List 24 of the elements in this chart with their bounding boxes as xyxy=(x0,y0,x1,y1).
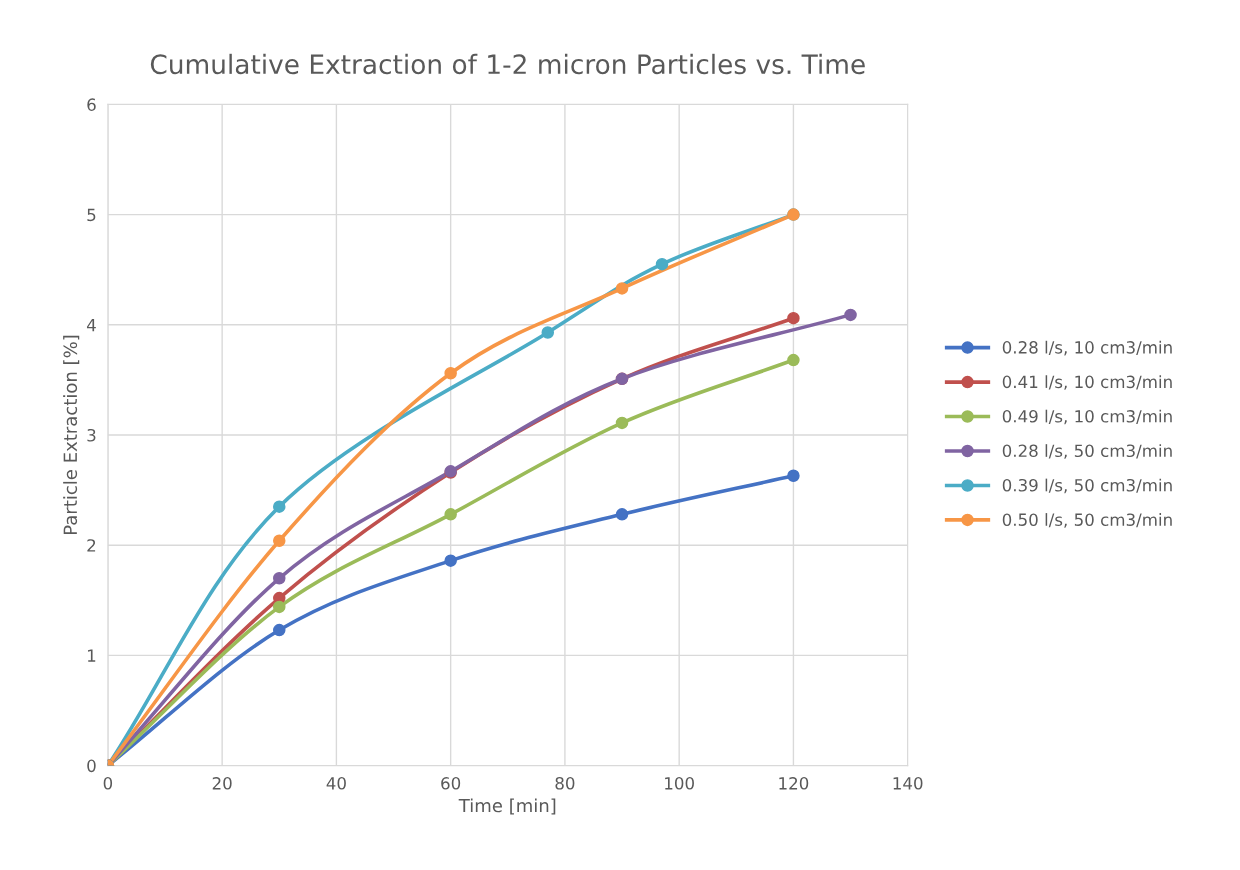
y-tick-label: 6 xyxy=(87,98,96,111)
x-tick-label: 80 xyxy=(555,777,575,790)
y-tick-label: 2 xyxy=(87,539,96,552)
legend-label: 0.41 l/s, 10 cm3/min xyxy=(1002,375,1172,390)
chart-title: Cumulative Extraction of 1-2 micron Particles vs. Time xyxy=(150,53,865,75)
legend-label: 0.39 l/s, 50 cm3/min xyxy=(1002,478,1172,494)
x-tick-label: 100 xyxy=(665,777,694,790)
y-tick-label: 4 xyxy=(86,318,96,332)
x-tick-label: 60 xyxy=(441,777,461,790)
x-tick-label: 20 xyxy=(212,777,232,790)
y-tick-label: 0 xyxy=(87,759,96,773)
y-tick-label: 1 xyxy=(88,649,96,662)
x-tick-label: 40 xyxy=(326,777,346,790)
legend-label: 0.28 l/s, 50 cm3/min xyxy=(1002,444,1172,459)
x-axis-title: Time [min] xyxy=(458,798,556,815)
y-tick-label: 5 xyxy=(87,208,96,222)
x-tick-label: 0 xyxy=(103,777,113,790)
x-tick-label: 120 xyxy=(779,777,809,790)
legend-label: 0.50 l/s, 50 cm3/min xyxy=(1002,513,1172,528)
legend-label: 0.28 l/s, 10 cm3/min xyxy=(1002,340,1172,356)
y-tick-label: 3 xyxy=(87,428,96,442)
x-tick-label: 140 xyxy=(893,777,923,790)
y-axis-title: Particle Extraction [%] xyxy=(63,335,80,535)
legend-label: 0.49 l/s, 10 cm3/min xyxy=(1002,409,1172,425)
